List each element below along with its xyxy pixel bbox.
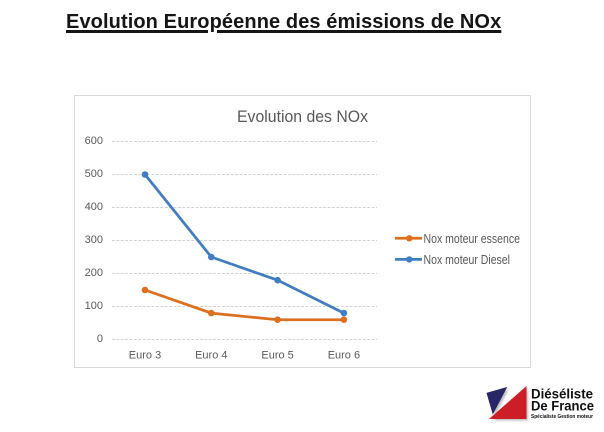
svg-text:Spécialiste Gestion moteur: Spécialiste Gestion moteur bbox=[531, 414, 594, 420]
svg-text:Nox moteur Diesel: Nox moteur Diesel bbox=[424, 253, 511, 267]
svg-text:300: 300 bbox=[85, 234, 103, 246]
svg-text:Evolution des NOx: Evolution des NOx bbox=[237, 107, 368, 126]
svg-text:Diéséliste: Diéséliste bbox=[531, 386, 593, 402]
svg-text:200: 200 bbox=[85, 267, 103, 279]
svg-text:Nox moteur essence: Nox moteur essence bbox=[424, 232, 521, 246]
svg-text:500: 500 bbox=[85, 168, 103, 180]
svg-text:Euro 4: Euro 4 bbox=[195, 350, 227, 362]
svg-text:0: 0 bbox=[97, 333, 103, 345]
svg-text:100: 100 bbox=[85, 300, 103, 312]
svg-text:De France: De France bbox=[531, 397, 594, 413]
svg-text:400: 400 bbox=[85, 201, 103, 213]
svg-text:600: 600 bbox=[85, 135, 103, 147]
svg-text:Euro 5: Euro 5 bbox=[261, 350, 293, 362]
svg-text:Euro 6: Euro 6 bbox=[328, 350, 360, 362]
svg-text:Euro 3: Euro 3 bbox=[129, 350, 161, 362]
